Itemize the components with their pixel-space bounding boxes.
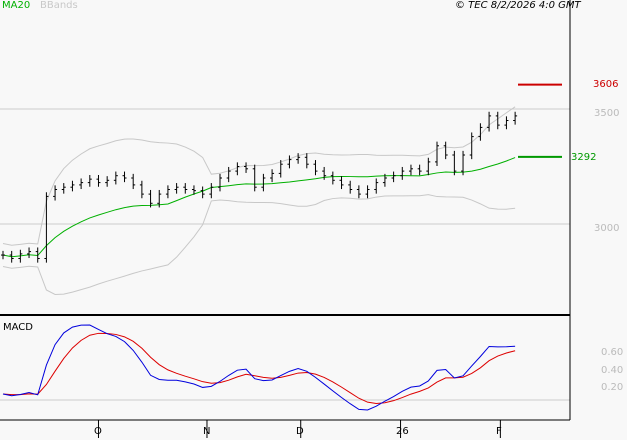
xtick: 26 [396, 426, 409, 437]
ytick-3500: 3500 [594, 108, 620, 119]
copyright: © TEC 8/2/2026 4:0 GMT [455, 0, 581, 11]
resistance-label: 3606 [593, 79, 619, 90]
xtick: N [203, 426, 211, 437]
legend-bbands: BBands [40, 0, 78, 11]
macd-tick: 0.20 [601, 382, 624, 393]
bband-upper [2, 106, 516, 246]
xtick: D [296, 426, 304, 437]
xtick: O [94, 426, 102, 437]
xtick: F [496, 426, 502, 437]
bband-lower [2, 194, 516, 295]
support-label: 3292 [571, 152, 597, 163]
macd-signal-line [2, 332, 516, 405]
macd-label: MACD [3, 322, 33, 333]
legend-ma20: MA20 [2, 0, 31, 11]
ma20-line [2, 157, 516, 258]
macd-tick: 0.60 [601, 347, 624, 358]
macd-line [2, 324, 516, 411]
macd-tick: 0.40 [601, 365, 624, 376]
ytick-3000: 3000 [594, 223, 620, 234]
